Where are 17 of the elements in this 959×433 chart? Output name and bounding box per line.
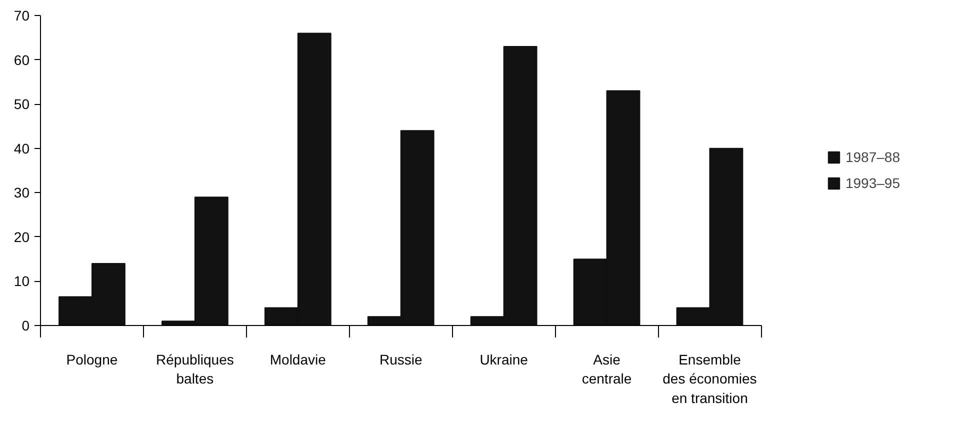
x-tick-label: Républiques baltes	[156, 352, 234, 387]
x-tick-label: Asie centrale	[582, 352, 632, 387]
x-tick-label: Ensemble des économies en transition	[662, 352, 757, 406]
y-tick-label: 50	[14, 96, 30, 112]
y-tick-label: 60	[14, 52, 30, 68]
x-tick-label: Pologne	[66, 352, 118, 368]
legend-label: 1987–88	[845, 149, 900, 165]
y-tick-label: 40	[14, 140, 30, 156]
legend-label: 1993–95	[845, 175, 900, 191]
y-tick-label: 70	[14, 8, 30, 24]
x-tick-label: Moldavie	[270, 352, 326, 368]
x-tick-label: Ukraine	[480, 352, 528, 368]
y-tick-label: 0	[22, 318, 30, 334]
y-tick-label: 20	[14, 228, 30, 245]
x-tick-label: Russie	[379, 352, 422, 368]
y-tick-label: 10	[14, 273, 30, 290]
y-tick-label: 30	[14, 184, 30, 201]
